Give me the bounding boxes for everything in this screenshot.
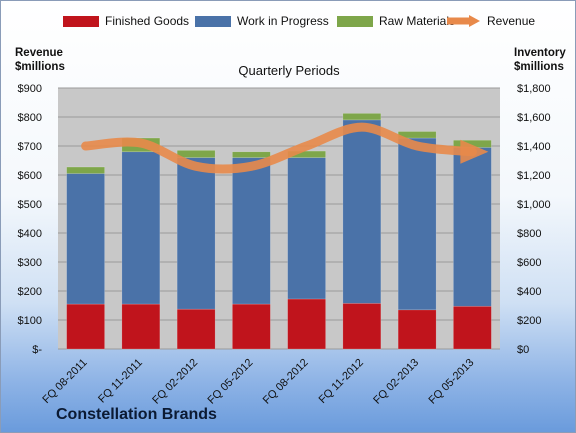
bar-work-in-progress (287, 157, 326, 300)
legend-label-raw-materials: Raw Materials (379, 14, 456, 28)
legend-swatch-revenue (447, 15, 480, 27)
legend-swatch-work-in-progress (195, 15, 231, 27)
bar-finished-goods (121, 303, 161, 350)
x-tick-label: FQ 02-2013 (371, 357, 421, 407)
left-tick-label: $100 (18, 315, 42, 327)
bar-finished-goods (287, 298, 326, 350)
right-tick-label: $600 (517, 257, 541, 269)
bar-finished-goods (397, 309, 437, 350)
bar-raw-materials (232, 151, 271, 158)
bar-finished-goods (66, 303, 105, 350)
legend-label-finished-goods: Finished Goods (105, 14, 190, 28)
right-tick-label: $1,400 (517, 141, 551, 153)
revenue-line (81, 122, 477, 174)
revenue-arrowhead (460, 139, 489, 164)
legend-swatch-raw-materials (337, 15, 373, 27)
legend-item-work-in-progress: Work in Progress (195, 14, 329, 28)
bar-raw-materials (342, 113, 382, 121)
right-tick-label: $800 (517, 228, 541, 240)
x-tick-label: FQ 11-2012 (317, 357, 366, 406)
right-axis-title-line1: Inventory (514, 47, 566, 59)
bar-work-in-progress (397, 137, 437, 311)
x-tick-label: FQ 02-2012 (150, 357, 200, 407)
x-tick-label: FQ 08-2011 (40, 357, 89, 406)
company-name: Constellation Brands (56, 406, 217, 423)
bar-work-in-progress (342, 119, 382, 304)
bar-work-in-progress (232, 157, 271, 305)
left-tick-label: $200 (18, 286, 42, 298)
bar-work-in-progress (453, 147, 492, 307)
bar-work-in-progress (121, 151, 161, 305)
chart-subtitle: Quarterly Periods (238, 63, 340, 78)
legend-item-revenue: Revenue (445, 14, 535, 28)
legend-swatch-finished-goods (63, 15, 99, 27)
left-tick-label: $500 (18, 199, 42, 211)
bar-raw-materials (66, 166, 105, 174)
bar-finished-goods (232, 303, 271, 350)
x-tick-label: FQ 05-2012 (206, 357, 256, 407)
right-axis-title: Inventory $millions (514, 46, 566, 74)
x-tick-label: FQ 11-2011 (96, 357, 145, 406)
right-tick-label: $1,800 (517, 83, 551, 95)
legend-label-revenue: Revenue (487, 14, 536, 28)
bar-finished-goods (342, 303, 382, 350)
left-tick-label: $900 (18, 83, 42, 95)
bar-raw-materials (176, 150, 216, 158)
left-tick-label: $800 (18, 112, 42, 124)
left-tick-label: $700 (18, 141, 42, 153)
bar-finished-goods (453, 305, 492, 350)
bar-finished-goods (176, 308, 216, 350)
right-axis-title-line2: $millions (514, 61, 564, 73)
legend: Finished Goods Work in Progress Raw Mate… (1, 14, 575, 34)
x-tick-label: FQ 08-2012 (261, 357, 311, 407)
left-tick-label: $- (32, 344, 42, 356)
right-tick-label: $1,200 (517, 170, 551, 182)
right-tick-label: $0 (517, 344, 529, 356)
legend-item-raw-materials: Raw Materials (337, 14, 455, 28)
right-tick-label: $200 (517, 315, 541, 327)
bar-work-in-progress (66, 173, 105, 305)
bar-work-in-progress (176, 157, 216, 310)
left-axis-title-line1: Revenue (15, 47, 63, 59)
left-axis-title-line2: $millions (15, 61, 65, 73)
legend-label-work-in-progress: Work in Progress (237, 14, 329, 28)
left-axis-title: Revenue $millions (15, 46, 65, 74)
legend-item-finished-goods: Finished Goods (63, 14, 189, 28)
left-tick-label: $600 (18, 170, 42, 182)
right-tick-label: $1,600 (517, 112, 551, 124)
right-tick-label: $1,000 (517, 199, 551, 211)
right-tick-label: $400 (517, 286, 541, 298)
left-tick-label: $300 (18, 257, 42, 269)
x-tick-label: FQ 05-2013 (427, 357, 477, 407)
left-tick-label: $400 (18, 228, 42, 240)
